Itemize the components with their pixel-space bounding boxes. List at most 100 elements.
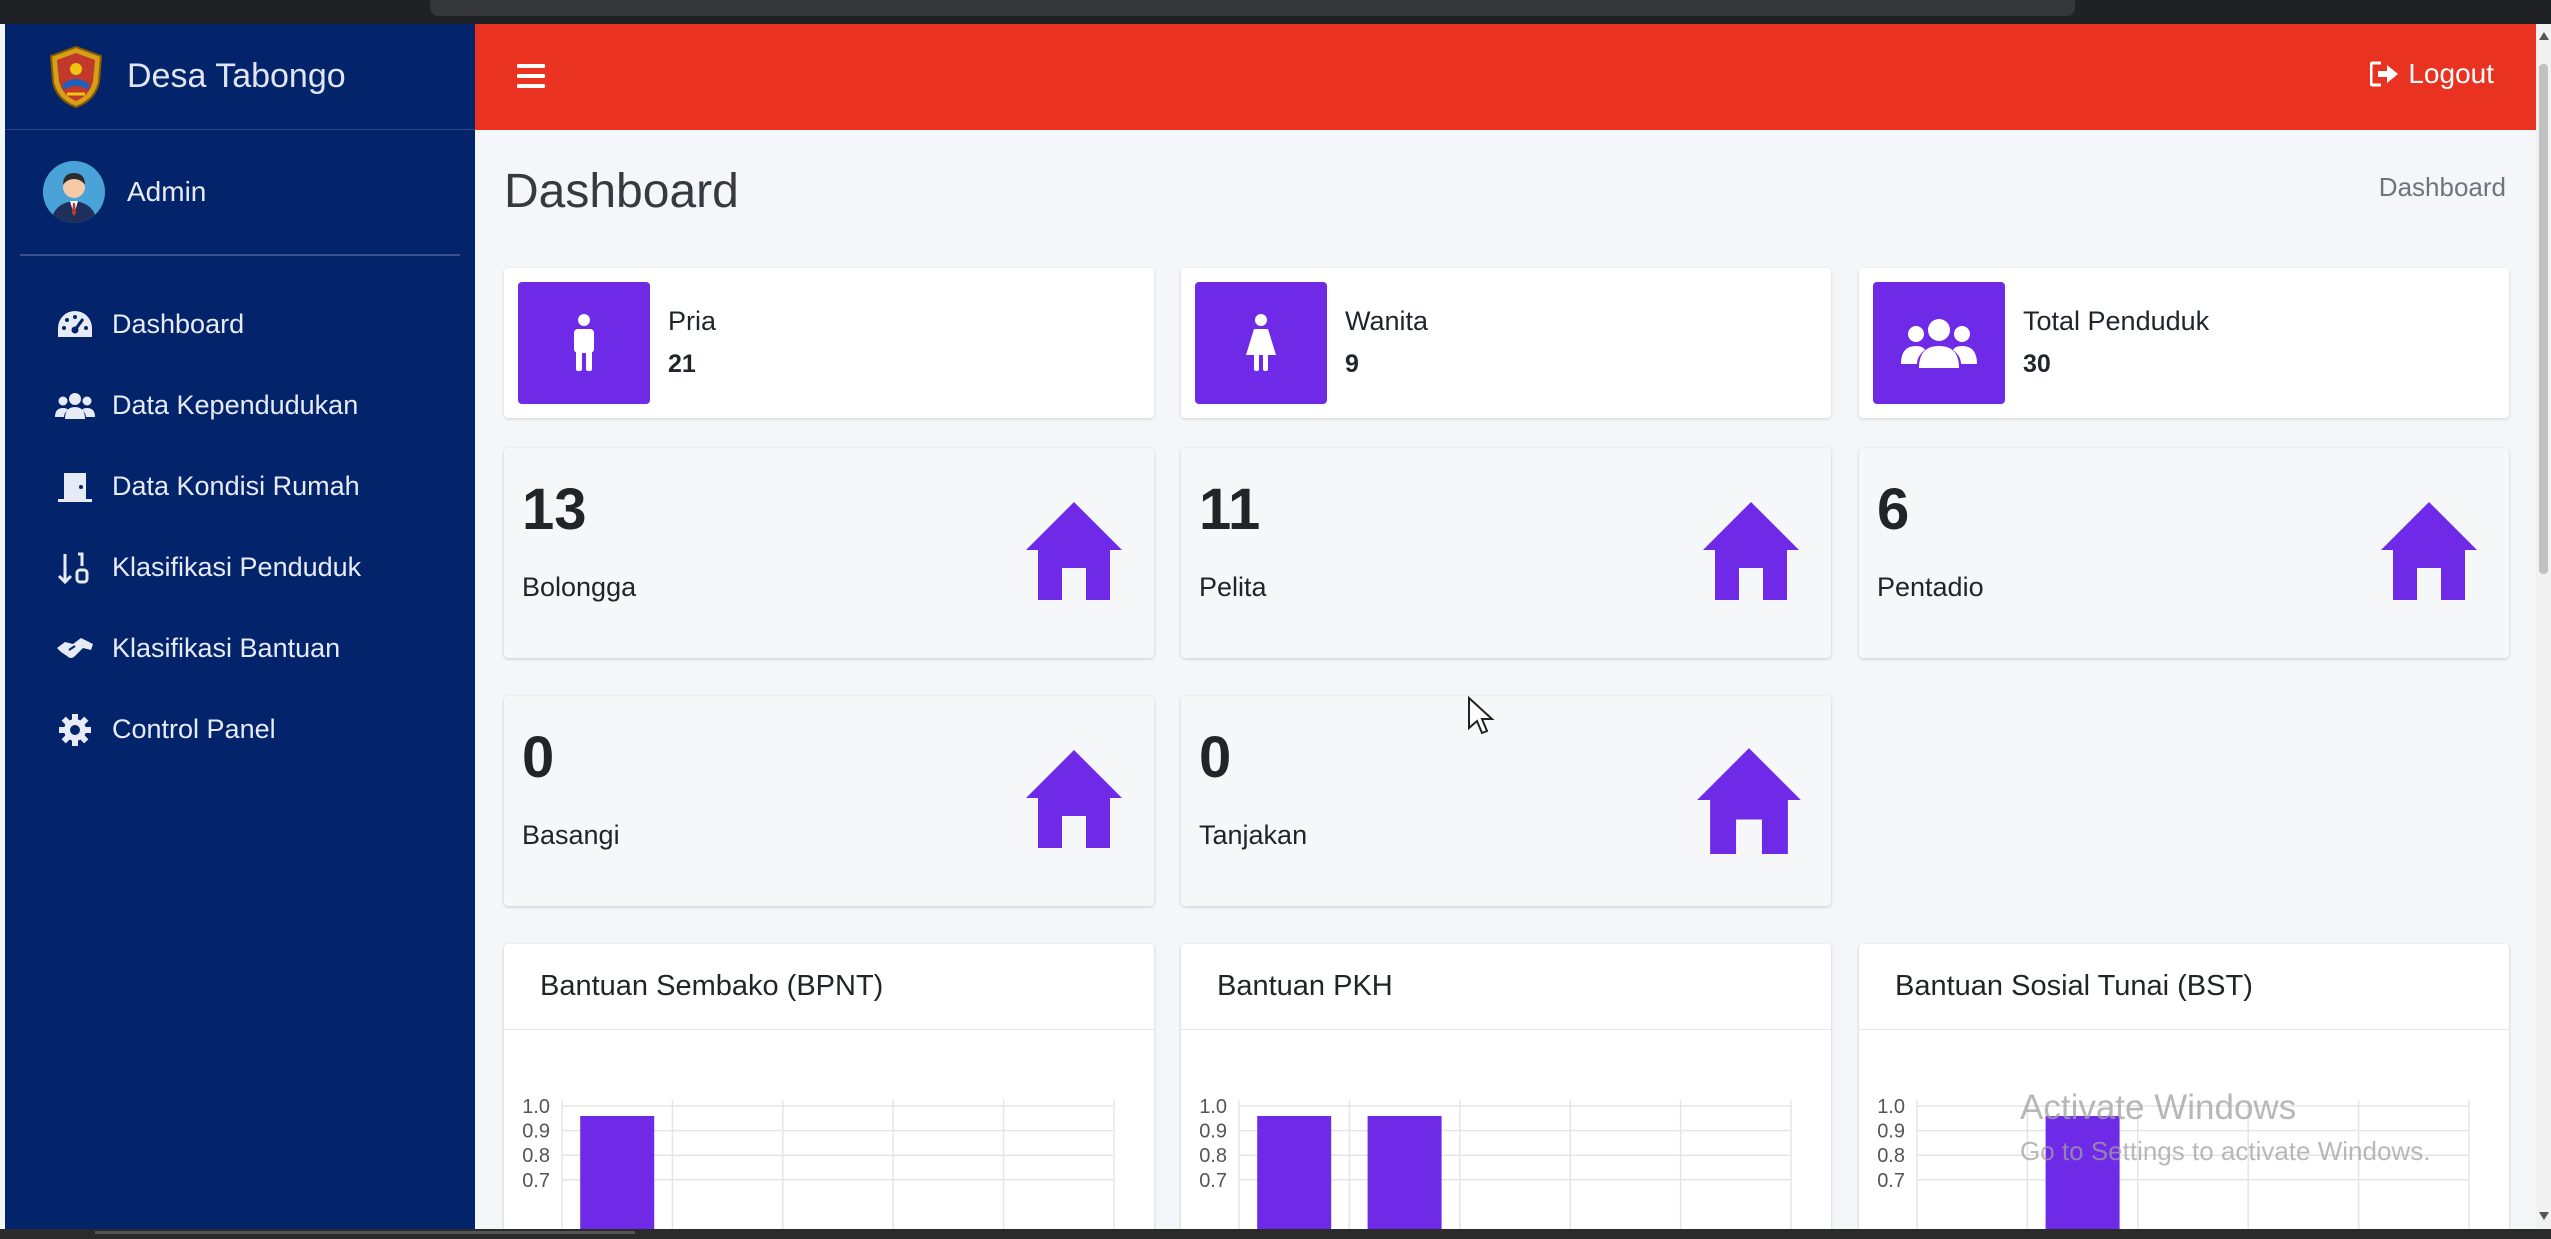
mouse-cursor-icon (1468, 696, 1495, 735)
village-crest-logo (49, 45, 103, 108)
y-tick-label: 0.8 (1877, 1145, 1905, 1167)
sidebar-item-klasifikasi-bantuan[interactable]: Klasifikasi Bantuan (5, 608, 475, 689)
small-box-basangi: 0 Basangi (504, 696, 1154, 906)
bar (1367, 1116, 1442, 1229)
user-panel[interactable]: Admin (20, 130, 460, 256)
home-icon (1026, 750, 1122, 848)
sidebar-item-klasifikasi-penduduk[interactable]: Klasifikasi Penduduk (5, 527, 475, 608)
gear-icon (55, 713, 95, 747)
browser-address-bar[interactable] (430, 0, 2075, 16)
info-box-wanita: Wanita 9 (1181, 268, 1831, 418)
logout-button[interactable]: Logout (2370, 58, 2494, 90)
hamburger-menu-icon[interactable] (517, 64, 545, 88)
small-box-label: Tanjakan (1199, 820, 1308, 850)
bar-chart-bst: 1.0 0.90.8 0.7 (1877, 1096, 2470, 1229)
sidebar-nav: Dashboard Data Kependudukan Data Kondisi… (5, 284, 475, 770)
windows-activation-watermark: Activate Windows Go to Settings to activ… (2020, 1088, 2430, 1167)
watermark-title: Activate Windows (2020, 1088, 2297, 1127)
sidebar-item-label: Data Kondisi Rumah (112, 471, 360, 501)
brand-title: Desa Tabongo (127, 57, 346, 95)
y-tick-label: 0.9 (1877, 1121, 1905, 1143)
home-icon (1703, 502, 1799, 600)
bar-chart-pkh: 1.0 0.90.8 0.7 (1199, 1096, 1792, 1229)
handshake-icon (55, 632, 95, 666)
app-screen: Desa Tabongo Admin Dashboard (0, 24, 2551, 1229)
y-tick-label: 0.7 (522, 1170, 550, 1192)
male-icon (518, 282, 650, 404)
small-box-value: 0 (522, 725, 555, 790)
sidebar-item-dashboard[interactable]: Dashboard (5, 284, 475, 365)
watermark-subtitle: Go to Settings to activate Windows. (2020, 1136, 2431, 1166)
browser-top-bar (0, 0, 2551, 24)
users-icon (1873, 282, 2005, 404)
small-box-label: Pentadio (1877, 572, 1984, 602)
door-icon (55, 470, 95, 504)
taskbar-edge (0, 1229, 2551, 1239)
sign-out-icon (2370, 61, 2399, 87)
sidebar-item-label: Control Panel (112, 714, 276, 744)
small-box-label: Bolongga (522, 572, 637, 602)
info-box-label: Total Penduduk (2023, 306, 2210, 336)
home-icon (2381, 502, 2477, 600)
info-box-value: 9 (1345, 350, 1359, 378)
y-tick-label: 0.8 (1199, 1145, 1227, 1167)
info-box-label: Wanita (1345, 306, 1429, 336)
brand-link[interactable]: Desa Tabongo (5, 24, 475, 130)
small-box-pelita: 11 Pelita (1181, 448, 1831, 658)
chart-card-bpnt: Bantuan Sembako (BPNT) 1.0 0.9 0.8 0.7 (504, 944, 1154, 1229)
user-name: Admin (127, 176, 207, 207)
small-box-label: Basangi (522, 820, 620, 850)
card-header: Bantuan Sosial Tunai (BST) (1859, 944, 2509, 1030)
scrollbar-thumb[interactable] (2539, 64, 2548, 574)
small-box-value: 0 (1199, 725, 1232, 790)
bar (2045, 1116, 2120, 1229)
breadcrumb[interactable]: Dashboard (2378, 172, 2506, 202)
page-title: Dashboard (504, 165, 739, 218)
home-icon (1697, 748, 1801, 854)
sidebar-item-label: Dashboard (112, 309, 245, 339)
female-icon (1195, 282, 1327, 404)
y-tick-label: 1.0 (1199, 1096, 1227, 1118)
scroll-down-arrow-icon[interactable] (2539, 1212, 2549, 1220)
small-box-pentadio: 6 Pentadio (1859, 448, 2509, 658)
small-box-label: Pelita (1199, 572, 1267, 602)
sidebar-item-data-kependudukan[interactable]: Data Kependudukan (5, 365, 475, 446)
small-box-value: 11 (1199, 477, 1261, 542)
avatar (43, 161, 105, 223)
sidebar-item-control-panel[interactable]: Control Panel (5, 689, 475, 770)
bar (1257, 1116, 1332, 1229)
page-scrollbar[interactable] (2536, 24, 2551, 1229)
card-header: Bantuan Sembako (BPNT) (504, 944, 1154, 1030)
y-tick-label: 0.7 (1199, 1170, 1227, 1192)
admin-avatar-icon (43, 161, 105, 223)
sidebar-item-data-kondisi-rumah[interactable]: Data Kondisi Rumah (5, 446, 475, 527)
sidebar-item-label: Data Kependudukan (112, 390, 359, 420)
chart-card-pkh: Bantuan PKH 1.0 0.9 0.8 0.7 (1181, 944, 1831, 1229)
tachometer-icon (55, 308, 95, 342)
logout-label: Logout (2408, 58, 2494, 89)
users-icon (55, 389, 95, 423)
top-navbar: Logout (475, 24, 2536, 130)
y-tick-label: 0.9 (522, 1121, 550, 1143)
bar (580, 1116, 655, 1229)
home-icon (1026, 502, 1122, 600)
info-box-pria: Pria 21 (504, 268, 1154, 418)
chart-title: Bantuan Sosial Tunai (BST) (1895, 970, 2253, 1002)
sidebar-item-label: Klasifikasi Bantuan (112, 633, 341, 663)
y-tick-label: 0.8 (522, 1145, 550, 1167)
sort-numeric-icon (55, 551, 95, 585)
info-box-label: Pria (668, 306, 717, 336)
small-box-value: 6 (1877, 477, 1910, 542)
card-header: Bantuan PKH (1181, 944, 1831, 1030)
chart-title: Bantuan PKH (1217, 970, 1393, 1002)
scroll-up-arrow-icon[interactable] (2539, 32, 2549, 40)
info-box-value: 30 (2023, 350, 2051, 378)
small-box-value: 13 (522, 477, 587, 542)
info-box-value: 21 (668, 350, 696, 378)
bar-chart-bpnt: 1.0 0.90.8 0.7 (522, 1096, 1115, 1229)
sidebar-item-label: Klasifikasi Penduduk (112, 552, 362, 582)
y-tick-label: 0.9 (1199, 1121, 1227, 1143)
info-box-total-penduduk: Total Penduduk 30 (1859, 268, 2509, 418)
chart-title: Bantuan Sembako (BPNT) (540, 970, 884, 1002)
chart-card-bst: Bantuan Sosial Tunai (BST) 1.0 0.9 0.8 0.7 (1859, 944, 2509, 1229)
